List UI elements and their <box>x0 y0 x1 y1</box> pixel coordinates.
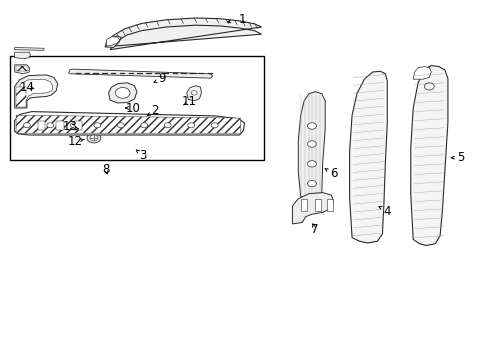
Circle shape <box>117 123 124 128</box>
Circle shape <box>307 161 316 167</box>
Polygon shape <box>326 199 332 211</box>
Polygon shape <box>298 92 325 200</box>
Polygon shape <box>38 121 45 130</box>
Circle shape <box>154 118 158 121</box>
Polygon shape <box>105 36 121 48</box>
Circle shape <box>191 91 197 95</box>
Text: 7: 7 <box>310 223 318 236</box>
Polygon shape <box>81 123 210 138</box>
Text: 14: 14 <box>20 81 35 94</box>
Polygon shape <box>292 193 333 224</box>
Text: 1: 1 <box>238 13 245 26</box>
Circle shape <box>211 123 218 128</box>
Polygon shape <box>33 91 44 95</box>
Ellipse shape <box>115 87 130 98</box>
Polygon shape <box>410 66 447 246</box>
Text: 11: 11 <box>182 95 196 108</box>
Text: 5: 5 <box>456 151 464 164</box>
Polygon shape <box>16 66 28 71</box>
Circle shape <box>164 123 171 128</box>
Polygon shape <box>35 81 44 90</box>
Circle shape <box>47 123 54 128</box>
Polygon shape <box>18 79 53 106</box>
Text: 8: 8 <box>102 163 110 176</box>
Text: 2: 2 <box>151 104 159 117</box>
Polygon shape <box>56 121 63 130</box>
Polygon shape <box>68 69 212 78</box>
Polygon shape <box>85 114 209 123</box>
Circle shape <box>307 123 316 129</box>
Circle shape <box>23 123 30 128</box>
Circle shape <box>70 123 77 128</box>
Polygon shape <box>412 67 430 79</box>
Polygon shape <box>349 71 386 243</box>
Circle shape <box>90 135 98 141</box>
Polygon shape <box>120 125 134 140</box>
Polygon shape <box>15 52 30 59</box>
Circle shape <box>108 118 112 121</box>
Text: 3: 3 <box>139 149 147 162</box>
Circle shape <box>187 123 194 128</box>
Polygon shape <box>108 83 137 103</box>
Circle shape <box>130 118 134 121</box>
Polygon shape <box>300 199 306 211</box>
Polygon shape <box>126 144 138 149</box>
Circle shape <box>141 123 147 128</box>
Text: 12: 12 <box>67 135 82 148</box>
Polygon shape <box>117 122 137 142</box>
Polygon shape <box>88 116 207 123</box>
Text: 6: 6 <box>329 167 337 180</box>
Polygon shape <box>16 87 26 107</box>
Circle shape <box>87 133 101 143</box>
Polygon shape <box>74 121 81 130</box>
Circle shape <box>307 141 316 147</box>
Polygon shape <box>106 37 120 46</box>
Text: 9: 9 <box>158 72 166 85</box>
Text: 10: 10 <box>125 102 140 114</box>
Polygon shape <box>15 75 58 108</box>
Circle shape <box>94 123 101 128</box>
Polygon shape <box>315 199 321 211</box>
Polygon shape <box>186 86 201 101</box>
Polygon shape <box>16 115 240 133</box>
Polygon shape <box>15 48 44 50</box>
Polygon shape <box>15 65 29 74</box>
Circle shape <box>307 180 316 187</box>
Text: 13: 13 <box>62 120 77 133</box>
Polygon shape <box>15 112 244 135</box>
Polygon shape <box>32 78 48 94</box>
Polygon shape <box>83 124 207 137</box>
Bar <box>10 56 264 160</box>
Polygon shape <box>105 18 261 50</box>
Text: 4: 4 <box>383 205 390 218</box>
